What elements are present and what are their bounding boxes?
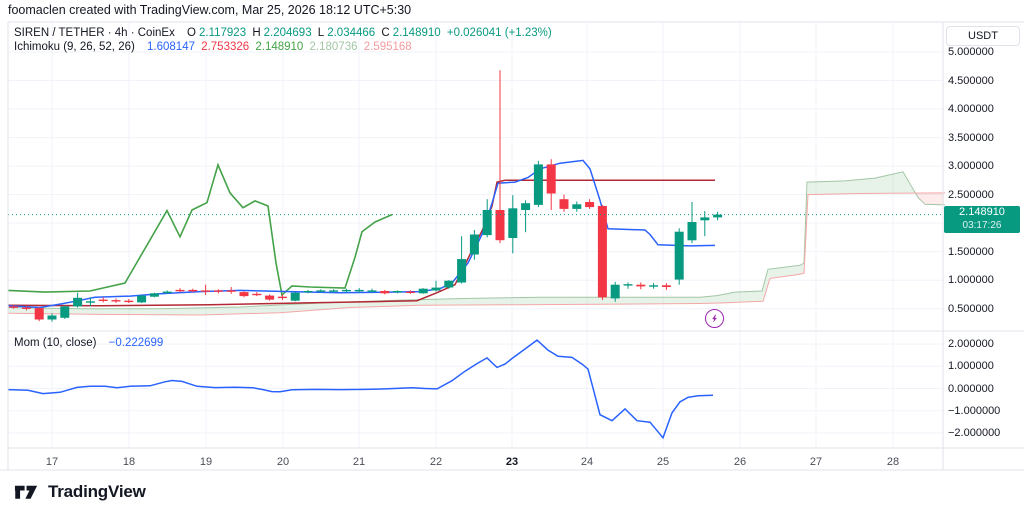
ichimoku-base-value: 2.753326 [201,41,250,53]
ichimoku-lines [7,159,716,309]
ichimoku-name: Ichimoku (9, 26, 52, 26) [14,41,135,53]
pane-borders [0,21,1024,471]
attribution-text: foomaclen created with TradingView.com, … [8,3,412,17]
time-axis-label: 24 [580,456,594,468]
momentum-legend[interactable]: Mom (10, close) −0.222699 [14,337,166,349]
currency-axis-button[interactable]: USDT [946,26,1020,46]
momentum-axis-label: 0.000000 [948,382,994,395]
last-price-badge: 2.148910 03:17:26 [944,205,1020,233]
ichimoku-conversion-value: 1.608147 [147,41,195,53]
ichimoku-lead2-value: 2.595168 [363,41,412,53]
time-axis-label: 25 [656,456,670,468]
open-label: O [187,27,196,39]
price-axis-label: 4.500000 [948,74,994,87]
price-axis-label: 3.000000 [948,160,994,173]
time-axis-label: 19 [199,456,213,468]
ichimoku-lagging-value: 2.148910 [255,41,304,53]
high-value: 2.204693 [263,27,312,39]
time-axis-label: 21 [352,456,366,468]
close-label: C [381,27,390,39]
high-label: H [252,27,261,39]
close-value: 2.148910 [392,27,441,39]
tradingview-logo[interactable]: TradingView [14,482,146,502]
momentum-axis-label: 1.000000 [948,360,994,373]
price-axis-label: 4.000000 [948,103,994,116]
time-axis-label: 18 [122,456,136,468]
price-axis-label: 0.500000 [948,302,994,315]
time-axis-label: 28 [886,456,900,468]
time-axis-label: 23 [505,456,519,468]
lightning-bolt-icon [712,314,717,323]
flash-event-icon[interactable] [705,309,724,328]
momentum-value: −0.222699 [108,337,164,349]
momentum-axis-label: 2.000000 [948,338,994,351]
time-axis-label: 27 [809,456,823,468]
candlestick-series [9,70,723,322]
momentum-axis-label: −1.000000 [948,404,1001,417]
time-axis-label: 22 [429,456,443,468]
momentum-axis-label: −2.000000 [948,426,1001,439]
momentum-name: Mom (10, close) [14,337,97,349]
bar-countdown: 03:17:26 [962,220,1002,232]
ichimoku-cloud [7,171,946,316]
time-axis-label: 20 [276,456,290,468]
ichimoku-lead1-value: 2.180736 [309,41,358,53]
momentum-series [7,339,714,440]
price-axis-label: 5.000000 [948,46,994,58]
low-value: 2.034466 [327,27,376,39]
price-axis-label: 1.000000 [948,274,994,287]
price-axis-label: 2.500000 [948,188,994,201]
open-value: 2.117923 [198,27,247,39]
tradingview-logo-text: TradingView [48,482,146,501]
low-label: L [317,27,325,39]
last-price-value: 2.148910 [959,206,1005,219]
ichimoku-legend[interactable]: Ichimoku (9, 26, 52, 26) 1.608147 2.7533… [14,41,415,53]
time-axis-label: 17 [45,456,59,468]
tradingview-logo-icon [14,485,38,499]
price-axis-label: 1.500000 [948,245,994,258]
symbol-title: SIREN / TETHER · 4h · CoinEx [14,27,175,39]
price-axis-label: 3.500000 [948,131,994,144]
time-axis-label: 26 [733,456,747,468]
change-value: +0.026041 (+1.23%) [446,27,552,39]
symbol-legend[interactable]: SIREN / TETHER · 4h · CoinEx O 2.117923 H… [14,27,555,39]
